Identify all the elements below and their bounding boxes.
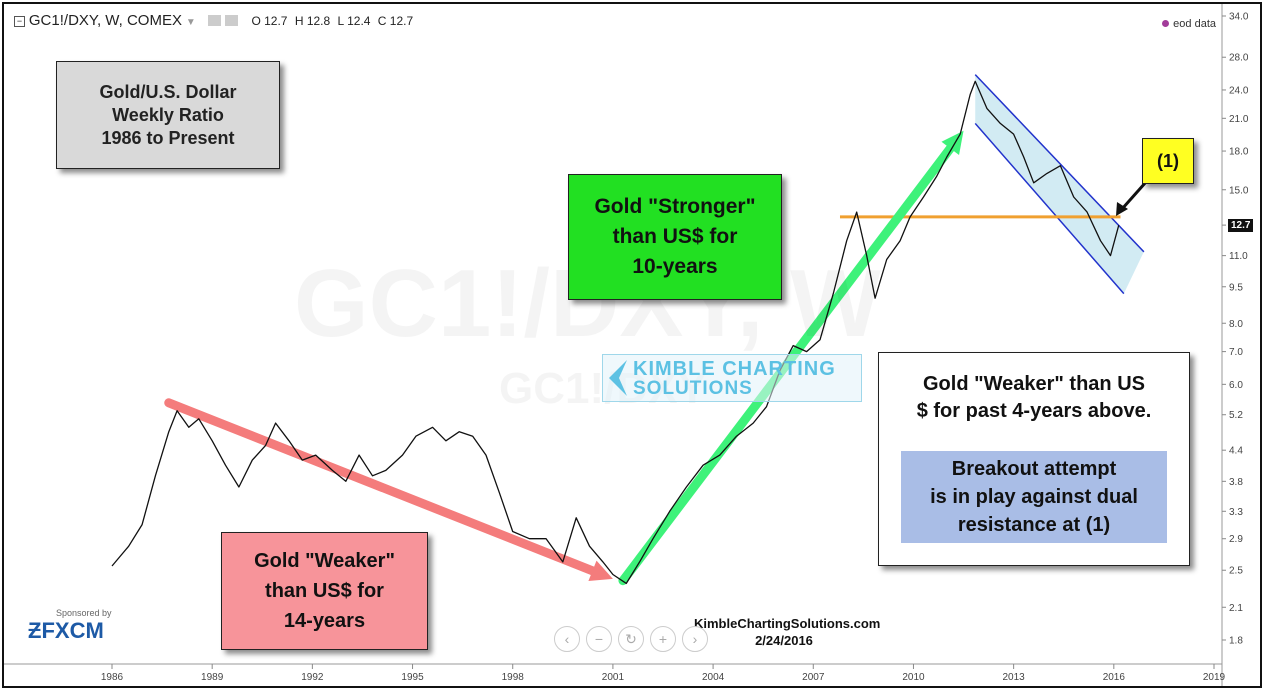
x-tick-label: 1992	[301, 672, 324, 683]
chart-canvas[interactable]: 1.8 2.1 2.5 2.9 3.3 3.8 4.4 5.2 6.0 7.0 8.0 9.5 11.0…	[4, 4, 1262, 686]
close-icon[interactable]	[224, 15, 238, 26]
symbol-label[interactable]: GC1!/DXY, W, COMEX	[28, 12, 182, 29]
x-tick-label: 1998	[502, 672, 525, 683]
x-tick-label: 2013	[1003, 672, 1026, 683]
fxcm-logo: ƵFXCM	[28, 618, 112, 644]
high-value: H 12.8	[294, 14, 331, 28]
zoom-controls: ‹ − ↻ + ›	[554, 626, 714, 652]
x-tick-label: 1995	[401, 672, 424, 683]
marker-1-box: (1)	[1142, 138, 1194, 184]
x-tick-label: 1986	[101, 672, 124, 683]
close-value: C 12.7	[377, 14, 414, 28]
chart-header: − GC1!/DXY, W, COMEX ▼ O 12.7 H 12.8 L 1…	[14, 12, 413, 29]
marker-pointer-shaft	[1120, 181, 1148, 210]
fxcm-z-icon: Ƶ	[28, 618, 42, 643]
y-tick-label: 15.0	[1229, 185, 1249, 196]
channel-fill	[975, 74, 1144, 294]
y-tick-label: 5.2	[1229, 410, 1243, 421]
ohlc-values: O 12.7 H 12.8 L 12.4 C 12.7	[247, 14, 413, 28]
weaker-4-years-box: Gold "Weaker" than US $ for past 4-years…	[878, 352, 1190, 566]
eod-dot-icon	[1162, 20, 1170, 27]
title-line: 1986 to Present	[101, 127, 235, 148]
y-tick-label: 7.0	[1229, 347, 1243, 358]
y-tick-label: 2.9	[1229, 534, 1243, 545]
decline-arrow-shaft	[164, 398, 597, 576]
channel-upper-line	[974, 74, 1145, 253]
zoom-out-button[interactable]: −	[586, 626, 612, 652]
y-tick-label: 3.3	[1229, 507, 1243, 518]
weaker-14-years-box: Gold "Weaker" than US$ for 14-years	[221, 532, 428, 650]
settings-icon[interactable]	[207, 15, 221, 26]
breakout-line: Breakout attempt	[951, 458, 1117, 480]
x-tick-label: 2019	[1203, 672, 1226, 683]
y-tick-label: 1.8	[1229, 636, 1243, 647]
breakout-box: Breakout attempt is in play against dual…	[901, 451, 1167, 543]
annotation-line: $ for past 4-years above.	[916, 400, 1152, 422]
y-tick-label: 2.1	[1229, 603, 1243, 614]
x-tick-label: 2010	[902, 672, 925, 683]
reset-button[interactable]: ↻	[618, 626, 644, 652]
breakout-line: is in play against dual	[930, 486, 1138, 508]
decline-arrow-head	[588, 560, 613, 582]
y-tick-label: 24.0	[1229, 85, 1249, 96]
last-price-tag: 12.7	[1228, 219, 1254, 232]
y-tick-label: 8.0	[1229, 319, 1243, 330]
marker-label: (1)	[1157, 150, 1179, 171]
low-value: L 12.4	[337, 14, 371, 28]
title-box: Gold/U.S. Dollar Weekly Ratio 1986 to Pr…	[56, 61, 280, 169]
sponsor-label: Sponsored by	[56, 608, 112, 618]
sponsor-badge[interactable]: Sponsored by ƵFXCM	[28, 608, 112, 644]
title-line: Gold/U.S. Dollar	[99, 81, 237, 102]
kimble-logo: KIMBLE CHARTING SOLUTIONS	[602, 354, 862, 402]
annotation-line: Gold "Stronger"	[594, 195, 756, 218]
y-tick-label: 34.0	[1229, 12, 1249, 23]
breakout-line: resistance at (1)	[957, 514, 1111, 536]
open-value: O 12.7	[251, 14, 288, 28]
x-tick-label: 2004	[702, 672, 725, 683]
kimble-logo-line1: KIMBLE CHARTING	[633, 358, 836, 380]
kimble-arrow-icon	[609, 360, 627, 396]
footer-date: 2/24/2016	[755, 633, 813, 648]
x-tick-label: 2016	[1103, 672, 1126, 683]
y-tick-label: 18.0	[1229, 147, 1249, 158]
stronger-10-years-box: Gold "Stronger" than US$ for 10-years	[568, 174, 782, 300]
marker-pointer-head	[1116, 202, 1128, 216]
annotation-line: Gold "Weaker" than US	[923, 373, 1145, 395]
footer: KimbleChartingSolutions.com 2/24/2016	[694, 615, 881, 649]
annotation-line: 10-years	[632, 255, 718, 278]
scroll-right-button[interactable]: ›	[682, 626, 708, 652]
collapse-icon[interactable]: −	[14, 16, 25, 27]
eod-label: eod data	[1173, 18, 1216, 30]
fxcm-brand: FXCM	[41, 618, 104, 643]
y-tick-label: 28.0	[1229, 53, 1249, 64]
kimble-logo-line2: SOLUTIONS	[633, 378, 753, 399]
y-tick-label: 21.0	[1229, 114, 1249, 125]
annotation-line: Gold "Weaker"	[254, 550, 395, 572]
y-tick-label: 9.5	[1229, 282, 1243, 293]
y-tick-label: 4.4	[1229, 446, 1243, 457]
dropdown-icon[interactable]: ▼	[185, 17, 196, 28]
x-tick-label: 2007	[802, 672, 825, 683]
price-series-line	[111, 80, 1120, 585]
y-tick-label: 3.8	[1229, 477, 1243, 488]
annotation-line: 14-years	[283, 610, 366, 632]
scroll-left-button[interactable]: ‹	[554, 626, 580, 652]
footer-site: KimbleChartingSolutions.com	[694, 616, 881, 631]
zoom-in-button[interactable]: +	[650, 626, 676, 652]
x-tick-label: 2001	[602, 672, 625, 683]
eod-indicator: eod data	[1162, 18, 1216, 30]
annotation-line: than US$ for	[265, 580, 384, 602]
y-tick-label: 11.0	[1229, 251, 1248, 262]
y-tick-label: 6.0	[1229, 380, 1243, 391]
title-line: Weekly Ratio	[112, 104, 224, 125]
x-tick-label: 1989	[201, 672, 224, 683]
annotation-line: than US$ for	[612, 225, 738, 248]
y-tick-label: 2.5	[1229, 566, 1243, 577]
channel-lower-line	[974, 122, 1125, 295]
